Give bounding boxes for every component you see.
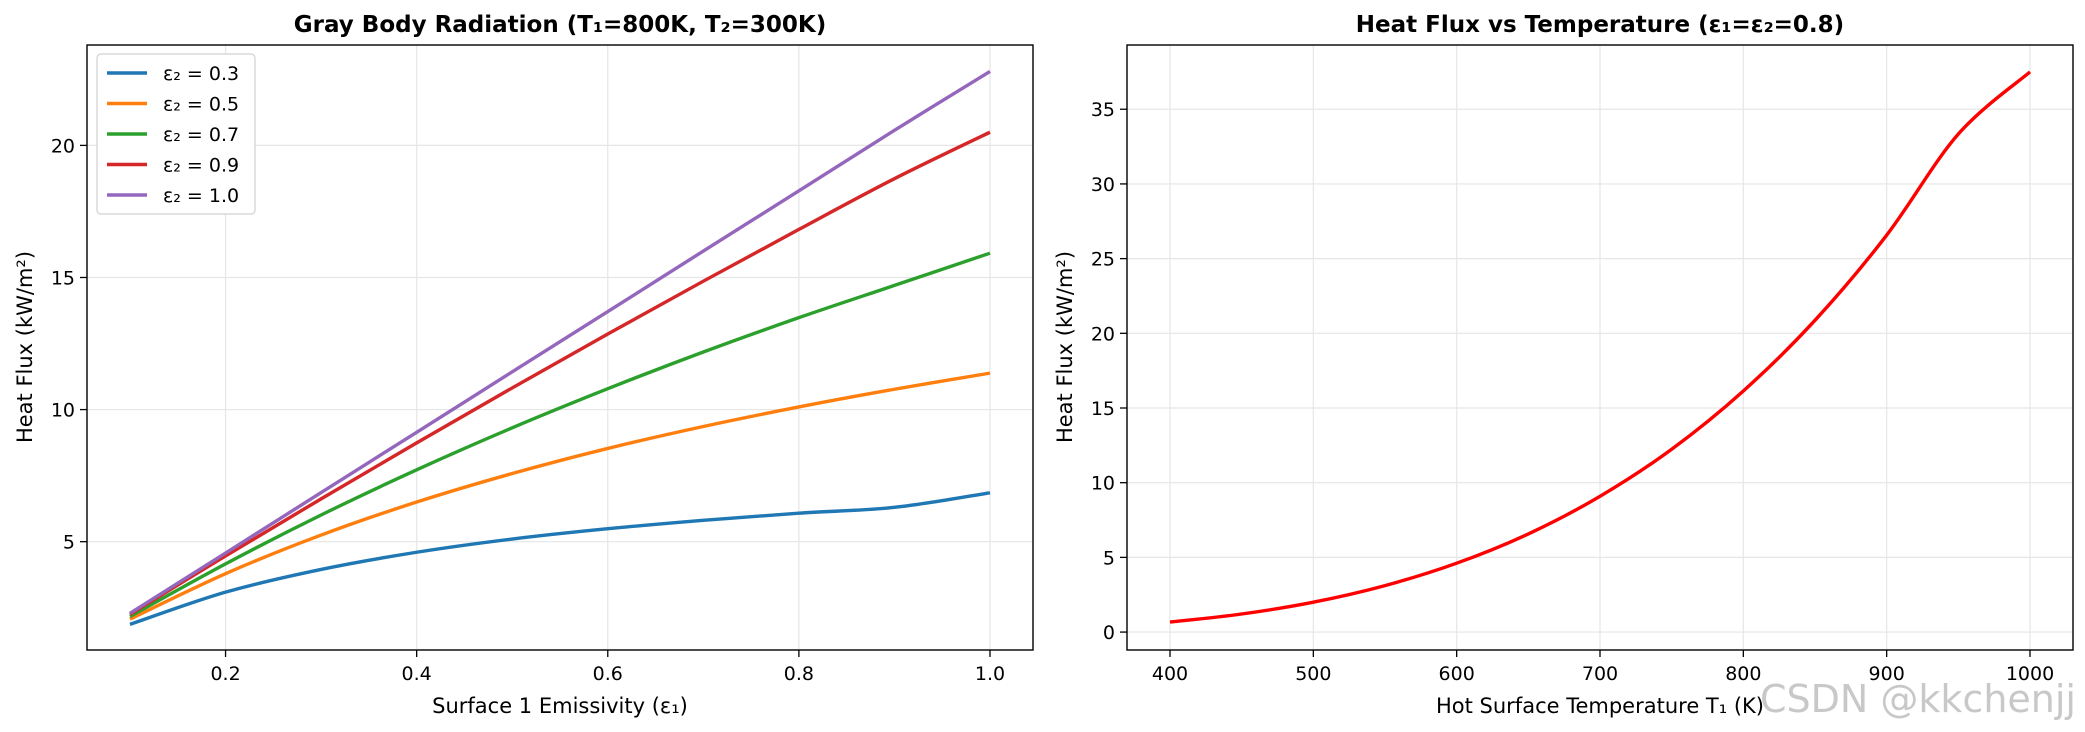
left-series-line-4	[129, 69, 991, 615]
right-plot: Heat Flux vs Temperature (ε₁=ε₂=0.8) 400…	[1053, 12, 2074, 718]
left-x-ticks: 0.2 0.4 0.6 0.8 1.0	[210, 650, 1005, 685]
left-plot-title: Gray Body Radiation (T₁=800K, T₂=300K)	[294, 12, 827, 38]
legend-label-0: ε₂ = 0.3	[163, 63, 239, 85]
legend-label-4: ε₂ = 1.0	[163, 185, 239, 207]
watermark: CSDN @kkchenjj	[1760, 677, 2076, 721]
left-series-lines	[129, 69, 991, 626]
left-y-ticks: 5 10 15 20	[51, 135, 87, 554]
left-series-line-0	[129, 491, 991, 626]
left-y-axis-label: Heat Flux (kW/m²)	[13, 251, 37, 443]
right-plot-title: Heat Flux vs Temperature (ε₁=ε₂=0.8)	[1356, 12, 1844, 38]
right-y-tick-label: 0	[1103, 622, 1115, 644]
left-plot: Gray Body Radiation (T₁=800K, T₂=300K) 0…	[13, 12, 1034, 718]
left-x-tick-label: 0.2	[210, 663, 240, 685]
left-x-axis-label: Surface 1 Emissivity (ε₁)	[432, 694, 688, 718]
right-y-tick-label: 25	[1091, 249, 1115, 271]
left-x-tick-label: 0.4	[402, 663, 432, 685]
left-y-tick-label: 20	[51, 135, 75, 157]
right-x-tick-label: 600	[1439, 663, 1475, 685]
right-series-lines	[1169, 70, 2032, 624]
right-x-tick-label: 1000	[2006, 663, 2054, 685]
right-x-tick-label: 800	[1725, 663, 1761, 685]
right-grid	[1127, 45, 2073, 650]
legend-box	[96, 53, 256, 215]
left-series-line-2	[129, 251, 991, 618]
left-series-line-3	[129, 130, 991, 616]
left-y-tick-label: 5	[63, 532, 75, 554]
left-x-tick-label: 0.6	[593, 663, 623, 685]
legend-label-1: ε₂ = 0.5	[163, 94, 239, 116]
left-x-tick-label: 0.8	[784, 663, 814, 685]
right-x-tick-label: 400	[1152, 663, 1188, 685]
right-y-ticks: 0 5 10 15 20 25 30 35	[1091, 99, 1127, 644]
right-x-tick-label: 900	[1869, 663, 1905, 685]
right-y-axis-label: Heat Flux (kW/m²)	[1053, 251, 1077, 443]
left-axes-frame	[86, 44, 1034, 651]
right-y-tick-label: 20	[1091, 323, 1115, 345]
left-y-tick-label: 15	[51, 267, 75, 289]
legend: ε₂ = 0.3 ε₂ = 0.5 ε₂ = 0.7 ε₂ = 0.9 ε₂ = 1.0	[96, 53, 256, 215]
legend-label-2: ε₂ = 0.7	[163, 124, 239, 146]
right-y-tick-label: 15	[1091, 398, 1115, 420]
right-y-tick-label: 10	[1091, 473, 1115, 495]
right-series-line-0	[1169, 70, 2032, 624]
right-x-tick-label: 500	[1295, 663, 1331, 685]
legend-items: ε₂ = 0.3 ε₂ = 0.5 ε₂ = 0.7 ε₂ = 0.9 ε₂ = 1.0	[107, 63, 239, 207]
left-series-line-1	[129, 371, 991, 621]
right-x-axis-label: Hot Surface Temperature T₁ (K)	[1436, 694, 1764, 718]
right-x-tick-label: 700	[1582, 663, 1618, 685]
right-y-tick-label: 5	[1103, 547, 1115, 569]
right-x-ticks: 400 500 600 700 800 900 1000	[1152, 650, 2054, 685]
right-y-tick-label: 30	[1091, 174, 1115, 196]
left-y-tick-label: 10	[51, 400, 75, 422]
left-x-tick-label: 1.0	[975, 663, 1005, 685]
legend-label-3: ε₂ = 0.9	[163, 155, 239, 177]
right-y-tick-label: 35	[1091, 99, 1115, 121]
